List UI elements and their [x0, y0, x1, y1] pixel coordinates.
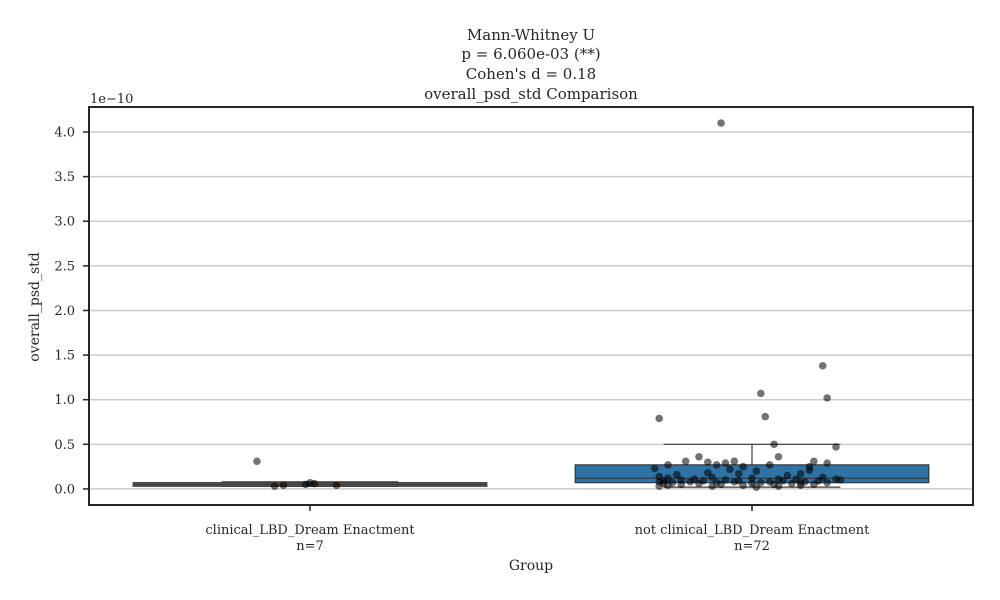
y-axis-ticks: 0.0 0.5 1.0 1.5 2.0 2.5 3.0 3.5 4.0	[54, 125, 89, 497]
data-point	[823, 478, 831, 487]
data-point	[726, 465, 734, 474]
y-tick-label: 2.0	[54, 304, 75, 319]
data-point	[779, 477, 787, 485]
data-point	[721, 476, 730, 484]
plot-frame	[88, 106, 974, 506]
data-point	[695, 452, 703, 461]
data-point	[787, 479, 796, 488]
data-point	[664, 460, 672, 469]
data-point	[770, 440, 778, 449]
data-point	[832, 443, 840, 451]
title-comparison: overall_psd_std Comparison	[424, 85, 638, 103]
data-point	[664, 481, 672, 490]
y-tick-label: 0.0	[54, 482, 75, 497]
data-point	[708, 482, 717, 491]
data-point	[681, 457, 690, 466]
x-tick-label: clinical_LBD_Dream Enactment	[205, 523, 415, 538]
y-tick-label: 1.0	[54, 393, 75, 408]
y-tick-label: 0.5	[54, 438, 75, 453]
data-point	[756, 389, 765, 398]
data-point	[836, 476, 845, 484]
x-tick-label: not clinical_LBD_Dream Enactment	[635, 523, 871, 538]
data-point	[739, 481, 748, 490]
chart-title: Mann-Whitney U p = 6.060e-03 (**) Cohen'…	[424, 26, 638, 103]
y-tick-label: 3.0	[54, 215, 75, 230]
data-point	[752, 467, 761, 475]
gridlines	[89, 131, 973, 490]
data-point	[717, 119, 725, 127]
data-point	[796, 481, 805, 490]
data-point	[712, 460, 721, 469]
data-point	[761, 412, 770, 421]
data-point	[655, 482, 664, 491]
x-tick-sample-size: n=7	[296, 539, 324, 554]
data-point	[655, 414, 664, 423]
data-point	[677, 480, 686, 489]
data-point	[774, 482, 783, 491]
data-point	[739, 462, 748, 471]
y-offset-label: 1e−10	[90, 92, 133, 107]
x-tick-sample-size: n=72	[734, 539, 770, 554]
data-point	[756, 478, 765, 487]
data-point	[805, 466, 814, 475]
title-effect-size: Cohen's d = 0.18	[466, 65, 596, 83]
data-point	[695, 479, 703, 488]
data-point	[310, 479, 319, 488]
data-point	[721, 459, 730, 467]
data-point	[810, 457, 818, 466]
data-point	[686, 477, 694, 486]
data-point	[703, 458, 712, 467]
data-point	[765, 460, 774, 469]
y-tick-label: 1.5	[54, 349, 75, 364]
data-point	[673, 470, 681, 479]
y-tick-label: 2.5	[54, 259, 75, 274]
data-point	[823, 394, 831, 402]
data-point	[796, 469, 805, 478]
y-tick-label: 4.0	[54, 125, 75, 140]
data-point	[730, 457, 739, 466]
data-point	[717, 480, 725, 489]
data-point	[823, 459, 831, 467]
data-point	[774, 452, 783, 461]
data-point	[703, 469, 712, 477]
data-point	[810, 480, 818, 489]
data-point	[708, 473, 717, 482]
y-tick-label: 3.5	[54, 170, 75, 185]
data-point	[270, 482, 279, 491]
data-point	[279, 481, 288, 490]
data-point	[650, 464, 659, 473]
y-axis-label: overall_psd_std	[27, 252, 43, 362]
data-point	[730, 477, 739, 486]
data-point	[818, 361, 827, 370]
data-point	[783, 471, 792, 480]
data-point	[734, 469, 743, 478]
data-points	[253, 119, 845, 492]
data-point	[332, 481, 341, 490]
title-test-name: Mann-Whitney U	[467, 26, 595, 44]
data-point	[752, 483, 761, 492]
title-p-value: p = 6.060e-03 (**)	[461, 45, 600, 63]
x-axis-label: Group	[509, 558, 553, 574]
data-point	[253, 457, 261, 466]
